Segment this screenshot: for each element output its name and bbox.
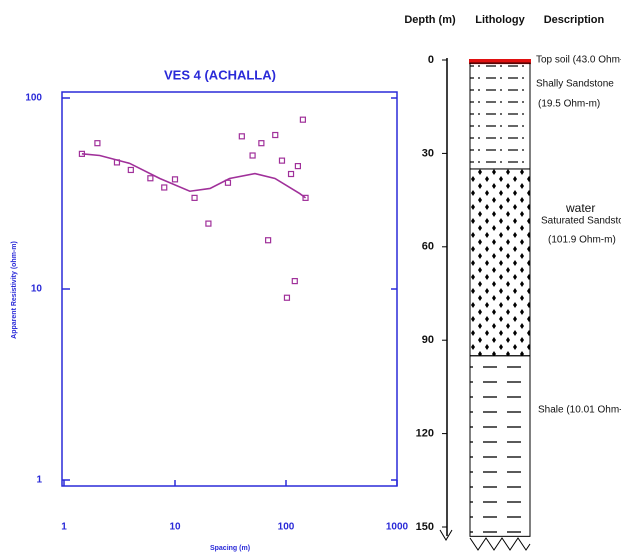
x-tick-label: 1000 (386, 522, 409, 533)
depth-tick-label: 90 (422, 334, 434, 346)
depth-tick-label: 120 (416, 428, 434, 440)
data-point (287, 170, 295, 178)
description: Top soil (43.0 Ohm-m) (536, 55, 621, 66)
data-point (249, 152, 256, 159)
data-point (191, 194, 198, 201)
data-point (272, 131, 279, 139)
y-tick-label: 10 (31, 284, 43, 295)
x-tick-label: 10 (169, 522, 181, 533)
data-point (171, 176, 179, 183)
plot-frame (61, 91, 398, 487)
description: water (565, 201, 595, 215)
data-point (302, 194, 309, 201)
column-base (469, 537, 531, 551)
description: Shale (10.01 Ohm-m) (538, 405, 621, 416)
layer (469, 355, 531, 537)
data-point (291, 277, 298, 285)
chart-title: VES 4 (ACHALLA) (164, 67, 276, 82)
data-point (224, 179, 232, 186)
depth-tick-label: 0 (428, 54, 434, 66)
y-tick-label: 1 (36, 475, 42, 486)
header: Description (544, 14, 605, 26)
description: (19.5 Ohm-m) (538, 99, 600, 110)
description: (101.9 Ohm-m) (548, 235, 616, 246)
x-axis-label: Spacing (m) (210, 545, 250, 552)
description: Saturated Sandstone (541, 216, 621, 227)
layer (469, 62, 531, 170)
data-point (205, 220, 212, 227)
data-point (238, 133, 245, 140)
data-point (283, 294, 291, 301)
layer (469, 168, 531, 357)
y-tick-label: 100 (25, 93, 42, 104)
data-point (78, 150, 86, 157)
description: Shally Sandstone (536, 79, 614, 90)
depth-tick-label: 60 (422, 241, 434, 253)
header: Depth (m) (404, 14, 456, 26)
data-point (161, 184, 168, 191)
data-point (127, 166, 134, 174)
ves-chart: VES 4 (ACHALLA) Spacing (m) Apparent Res… (11, 67, 409, 551)
data-point (147, 175, 154, 182)
header: Lithology (475, 14, 525, 26)
axis-base (439, 529, 453, 541)
data-point (299, 116, 307, 123)
depth-tick-label: 30 (422, 147, 434, 159)
data-point (265, 237, 272, 244)
data-point (113, 159, 121, 166)
depth-tick-label: 150 (416, 521, 434, 533)
data-point (94, 140, 101, 147)
y-axis-label: Apparent Resistivity (ohm-m) (11, 241, 18, 339)
x-tick-label: 100 (278, 522, 295, 533)
data-point (294, 163, 302, 170)
lithology-log: Depth (m) Lithology Description 0 30 60 90 1… (404, 14, 621, 551)
data-point (258, 140, 265, 147)
data-point (278, 157, 286, 164)
x-tick-label: 1 (61, 522, 67, 533)
